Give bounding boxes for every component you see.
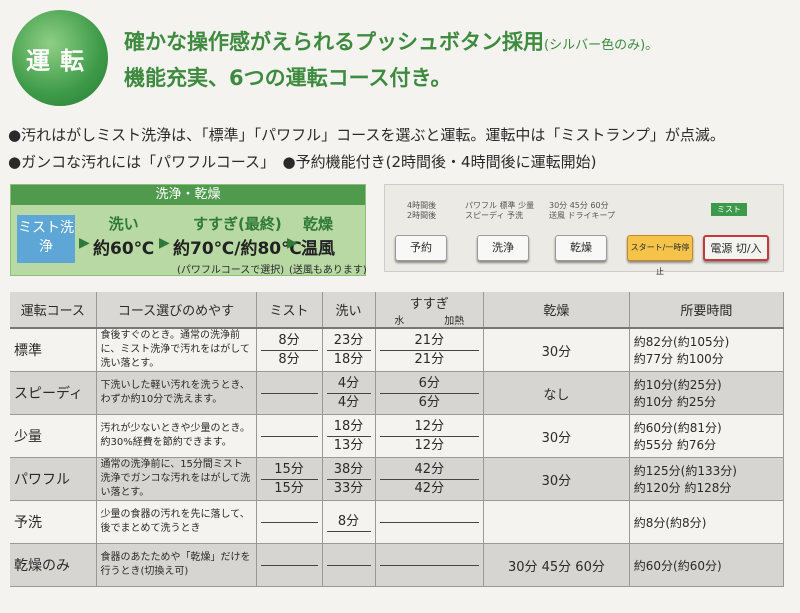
course-name: 予洗 bbox=[10, 500, 97, 544]
rinse-time bbox=[375, 500, 485, 544]
course-desc: 汚れが少ないときや少量のとき。約30%経費を節約できます。 bbox=[96, 414, 257, 458]
rinse-time: 42分 42分 bbox=[375, 457, 485, 501]
mist-time: 15分 15分 bbox=[256, 457, 323, 501]
process-box: 洗浄・乾燥 ミスト洗浄 ▶ 洗い 約60℃ ▶ すすぎ(最終) 約70℃/約80℃ … bbox=[10, 184, 367, 276]
arrow-icon: ▶ bbox=[287, 235, 298, 251]
timer-labels: 4時間後 2時間後 bbox=[407, 201, 437, 220]
arrow-icon: ▶ bbox=[79, 235, 90, 251]
dry-labels: 30分 45分 60分 送風 ドライキープ bbox=[549, 201, 616, 220]
course-desc: 少量の食器の汚れを先に落して、後でまとめて洗うとき bbox=[96, 500, 257, 544]
mist-time bbox=[256, 414, 323, 458]
course-name: パワフル bbox=[10, 457, 97, 501]
headline-2: 機能充実、6つの運転コース付き。 bbox=[124, 66, 452, 90]
course-name: 乾燥のみ bbox=[10, 543, 97, 587]
course-labels: パワフル 標準 少量 スピーディ 予洗 bbox=[465, 201, 535, 220]
control-panel: 4時間後 2時間後 パワフル 標準 少量 スピーディ 予洗 30分 45分 60… bbox=[384, 184, 784, 276]
dry-time: なし bbox=[483, 371, 630, 415]
header-time: 所要時間 bbox=[629, 292, 785, 329]
mist-time bbox=[256, 371, 323, 415]
arrow-icon: ▶ bbox=[159, 235, 170, 251]
header-wash: 洗い bbox=[322, 292, 376, 329]
rinse-time bbox=[375, 543, 485, 587]
table-row: 標準 食後すぐのとき。通常の洗浄前に、ミスト洗浄で汚れをはがして洗い落とす。 8… bbox=[10, 328, 785, 372]
mist-wash-label: ミスト洗浄 bbox=[17, 215, 75, 263]
wash-time bbox=[322, 543, 376, 587]
rinse-label: すすぎ(最終) bbox=[192, 215, 282, 233]
table-row: スピーディ 下洗いした軽い汚れを洗うとき、わずか約10分で洗えます。 4分 4分 … bbox=[10, 371, 785, 415]
dry-button[interactable]: 乾燥 bbox=[555, 235, 607, 261]
header-guide: コース選びのめやす bbox=[96, 292, 257, 329]
table-row: 少量 汚れが少ないときや少量のとき。約30%経費を節約できます。 18分 13分 … bbox=[10, 414, 785, 458]
rinse-note: (パワフルコースで選択) bbox=[177, 265, 285, 276]
dry-type: 温風 bbox=[301, 239, 335, 259]
wash-time: 38分 33分 bbox=[322, 457, 376, 501]
dry-time: 30分 bbox=[483, 414, 630, 458]
table-row: 予洗 少量の食器の汚れを先に落して、後でまとめて洗うとき 8分 約8分(約8分) bbox=[10, 500, 785, 544]
dry-time: 30分 bbox=[483, 328, 630, 372]
total-time: 約60分(約81分) 約55分 約76分 bbox=[629, 414, 785, 458]
total-time: 約60分(約60分) bbox=[629, 543, 785, 587]
wash-temp: 約60℃ bbox=[93, 239, 155, 259]
table-row: パワフル 通常の洗浄前に、15分間ミスト洗浄でガンコな汚れをはがして洗い落とす。… bbox=[10, 457, 785, 501]
total-time: 約10分(約25分) 約10分 約25分 bbox=[629, 371, 785, 415]
mist-time bbox=[256, 543, 323, 587]
process-title: 洗浄・乾燥 bbox=[11, 185, 365, 205]
course-desc: 下洗いした軽い汚れを洗うとき、わずか約10分で洗えます。 bbox=[96, 371, 257, 415]
mist-time bbox=[256, 500, 323, 544]
course-desc: 食器のあたためや「乾燥」だけを行うとき(切換え可) bbox=[96, 543, 257, 587]
course-name: スピーディ bbox=[10, 371, 97, 415]
course-name: 少量 bbox=[10, 414, 97, 458]
wash-time: 23分 18分 bbox=[322, 328, 376, 372]
rinse-temp: 約70℃/約80℃ bbox=[173, 239, 302, 259]
rinse-time: 21分 21分 bbox=[375, 328, 485, 372]
header-dry: 乾燥 bbox=[483, 292, 630, 329]
course-desc: 通常の洗浄前に、15分間ミスト洗浄でガンコな汚れをはがして洗い落とす。 bbox=[96, 457, 257, 501]
course-name: 標準 bbox=[10, 328, 97, 372]
rinse-time: 12分 12分 bbox=[375, 414, 485, 458]
wash-time: 8分 bbox=[322, 500, 376, 544]
total-time: 約8分(約8分) bbox=[629, 500, 785, 544]
power-button[interactable]: 電源 切/入 bbox=[703, 235, 769, 261]
mist-time: 8分 8分 bbox=[256, 328, 323, 372]
total-time: 約82分(約105分) 約77分 約100分 bbox=[629, 328, 785, 372]
dry-time bbox=[483, 500, 630, 544]
course-table: 運転コース コース選びのめやす ミスト 洗い すすぎ水 加熱 乾燥 所要時間 標… bbox=[10, 292, 785, 587]
headline-1: 確かな操作感がえられるプッシュボタン採用(シルバー色のみ)。 bbox=[124, 30, 659, 54]
header-rinse: すすぎ水 加熱 bbox=[375, 292, 485, 329]
table-row: 乾燥のみ 食器のあたためや「乾燥」だけを行うとき(切換え可) 30分 45分 6… bbox=[10, 543, 785, 587]
header-course: 運転コース bbox=[10, 292, 97, 329]
dry-note: (送風もあります) bbox=[289, 265, 367, 276]
header-mist: ミスト bbox=[256, 292, 323, 329]
course-desc: 食後すぐのとき。通常の洗浄前に、ミスト洗浄で汚れをはがして洗い落とす。 bbox=[96, 328, 257, 372]
total-time: 約125分(約133分) 約120分 約128分 bbox=[629, 457, 785, 501]
mist-lamp: ミスト bbox=[711, 203, 747, 216]
wash-label: 洗い bbox=[108, 215, 139, 233]
start-pause-button[interactable]: スタート/一時停止 bbox=[627, 235, 693, 276]
rinse-time: 6分 6分 bbox=[375, 371, 485, 415]
wash-button[interactable]: 洗浄 bbox=[477, 235, 529, 261]
bullet-powerful: ●ガンコな汚れには「パワフルコース」 ●予約機能付き(2時間後・4時間後に運転開… bbox=[8, 153, 597, 171]
bullet-mist: ●汚れはがしミスト洗浄は、「標準」「パワフル」コースを選ぶと運転。運転中は「ミス… bbox=[8, 126, 725, 144]
operation-badge: 運転 bbox=[12, 10, 108, 106]
wash-time: 18分 13分 bbox=[322, 414, 376, 458]
dry-label: 乾燥 bbox=[302, 215, 333, 233]
reserve-button[interactable]: 予約 bbox=[395, 235, 447, 261]
wash-time: 4分 4分 bbox=[322, 371, 376, 415]
dry-time: 30分 bbox=[483, 457, 630, 501]
dry-time: 30分 45分 60分 bbox=[483, 543, 630, 587]
